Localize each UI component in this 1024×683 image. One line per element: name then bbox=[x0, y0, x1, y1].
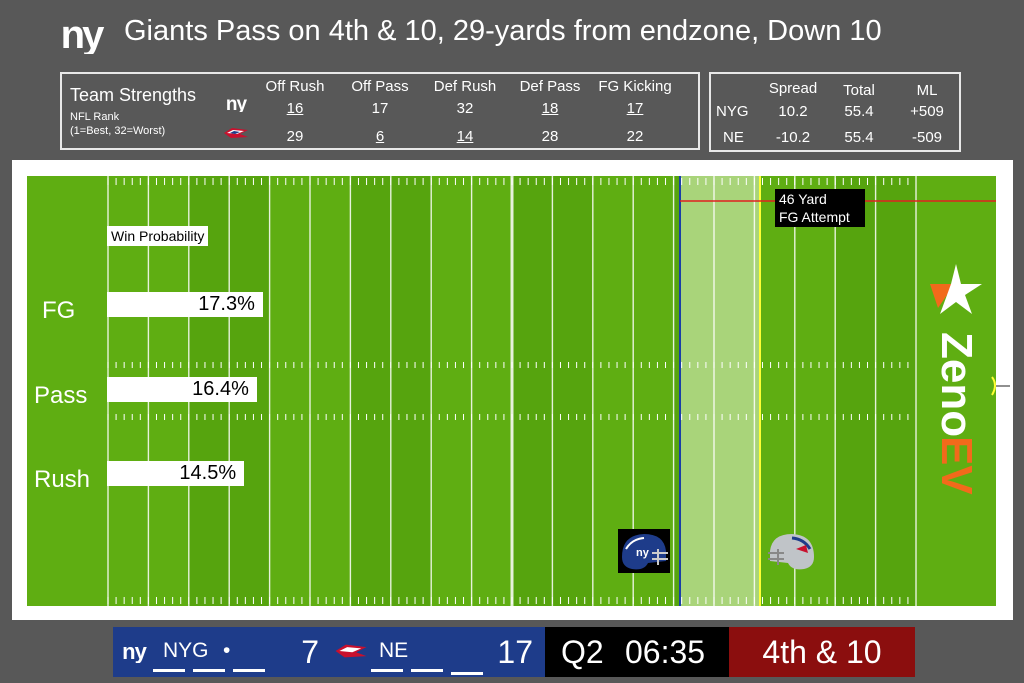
brand-word-zeno: Zeno bbox=[932, 332, 981, 437]
strength-rank-nyg: 17 bbox=[626, 100, 644, 117]
patriots-helmet-icon bbox=[768, 534, 814, 570]
play-option-rush: Rush bbox=[34, 466, 91, 493]
odds-ml-ne: -509 bbox=[911, 129, 943, 146]
patriots-logo-icon bbox=[224, 128, 248, 138]
odds-team-ne: NE bbox=[723, 129, 744, 146]
odds-header-total: Total bbox=[843, 82, 875, 99]
end-zone-right bbox=[916, 176, 996, 606]
home-timeout bbox=[233, 669, 265, 672]
goal-post-icon bbox=[991, 376, 1010, 396]
strength-rank-ne: 6 bbox=[375, 128, 385, 145]
odds-ml-nyg: +509 bbox=[910, 103, 944, 120]
away-team-abbr: NE bbox=[379, 639, 409, 662]
away-timeout bbox=[371, 669, 403, 672]
giants-helmet-icon: ny bbox=[618, 529, 670, 573]
end-zone-left bbox=[27, 176, 108, 606]
betting-odds-panel: Spread Total ML NYG 10.2 55.4 +509 NE -1… bbox=[709, 72, 961, 152]
play-option-fg: FG bbox=[42, 297, 76, 324]
odds-team-nyg: NYG bbox=[716, 103, 749, 120]
quarter: Q2 bbox=[561, 634, 604, 670]
odds-total-ne: 55.4 bbox=[844, 129, 874, 146]
strength-rank-nyg: 32 bbox=[456, 100, 474, 117]
svg-text:ny: ny bbox=[61, 14, 105, 54]
strength-header: Def Rush bbox=[433, 78, 497, 95]
win-prob-bar-rush: 14.5% bbox=[107, 461, 245, 486]
fg-attempt-label: 46 Yard FG Attempt bbox=[775, 189, 865, 227]
scorebar-away: NE 17 bbox=[329, 627, 545, 677]
odds-spread-nyg: 10.2 bbox=[778, 103, 808, 120]
win-probability-label: Win Probability bbox=[107, 226, 209, 246]
odds-header-spread: Spread bbox=[768, 80, 818, 97]
first-down-zone bbox=[680, 176, 760, 606]
strength-rank-ne: 22 bbox=[626, 128, 644, 145]
strengths-subtitle-1: NFL Rank bbox=[70, 111, 120, 123]
home-score: 7 bbox=[301, 634, 319, 670]
strength-header: Off Rush bbox=[265, 78, 325, 95]
svg-text:ny: ny bbox=[122, 639, 147, 663]
strength-header: Off Pass bbox=[351, 78, 409, 95]
strength-header: FG Kicking bbox=[598, 78, 672, 95]
possession-indicator: • bbox=[223, 639, 231, 662]
win-prob-bar-pass: 16.4% bbox=[107, 377, 257, 402]
strength-header: Def Pass bbox=[519, 78, 581, 95]
odds-header-ml: ML bbox=[916, 82, 938, 99]
strengths-title: Team Strengths bbox=[70, 85, 197, 105]
odds-spread-ne: -10.2 bbox=[775, 129, 811, 146]
svg-text:ny: ny bbox=[636, 547, 650, 559]
home-timeout bbox=[193, 669, 225, 672]
home-timeout bbox=[153, 669, 185, 672]
win-prob-bar-fg: 17.3% bbox=[107, 292, 263, 317]
away-timeout bbox=[451, 672, 483, 675]
strengths-subtitle-2: (1=Best, 32=Worst) bbox=[70, 125, 166, 137]
zenoev-brand: Zeno EV bbox=[930, 264, 982, 495]
play-option-pass: Pass bbox=[34, 382, 88, 409]
giants-logo-icon: ny bbox=[226, 94, 248, 112]
strength-rank-ne: 14 bbox=[456, 128, 474, 145]
strength-rank-nyg: 18 bbox=[541, 100, 559, 117]
away-timeout bbox=[411, 669, 443, 672]
down-distance-panel: 4th & 10 bbox=[729, 627, 915, 677]
away-score: 17 bbox=[497, 634, 533, 670]
game-clock-panel: Q2 06:35 bbox=[545, 627, 729, 677]
strength-rank-nyg: 16 bbox=[286, 100, 304, 117]
page-title: Giants Pass on 4th & 10, 29-yards from e… bbox=[124, 15, 882, 47]
giants-logo-icon: ny bbox=[61, 14, 106, 54]
odds-total-nyg: 55.4 bbox=[844, 103, 874, 120]
giants-logo-icon: ny bbox=[122, 639, 148, 663]
scorebar-home: ny NYG • 7 bbox=[113, 627, 329, 677]
fg-attempt-text: FG Attempt bbox=[779, 209, 850, 225]
svg-text:ny: ny bbox=[226, 94, 248, 112]
home-team-abbr: NYG bbox=[163, 639, 209, 662]
patriots-logo-icon bbox=[335, 644, 367, 658]
down-distance: 4th & 10 bbox=[762, 634, 882, 670]
game-clock: 06:35 bbox=[625, 634, 706, 670]
strength-rank-nyg: 17 bbox=[371, 100, 389, 117]
strength-rank-ne: 29 bbox=[286, 128, 304, 145]
team-strengths-panel: Team Strengths NFL Rank (1=Best, 32=Wors… bbox=[60, 72, 700, 150]
strength-rank-ne: 28 bbox=[541, 128, 559, 145]
star-icon bbox=[930, 264, 982, 314]
brand-word-ev: EV bbox=[932, 436, 981, 495]
fg-attempt-distance: 46 Yard bbox=[779, 191, 827, 207]
